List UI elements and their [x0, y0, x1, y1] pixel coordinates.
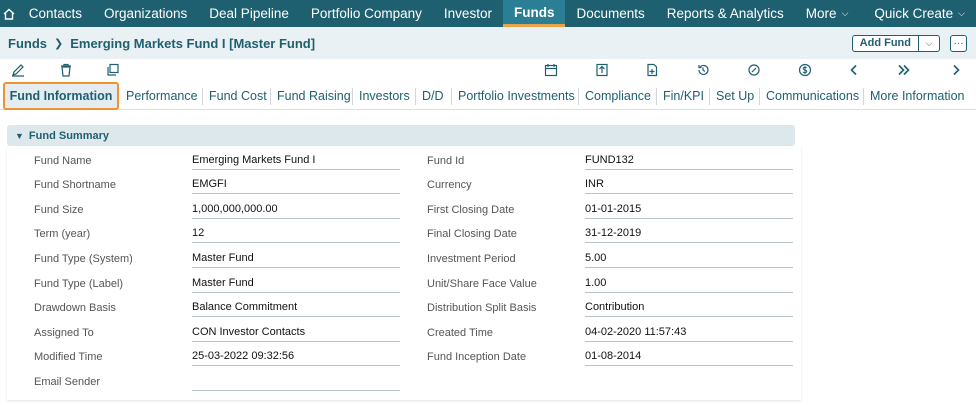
- tab-communications[interactable]: Communications: [759, 88, 865, 105]
- breadcrumb-root[interactable]: Funds: [8, 35, 47, 51]
- duplicate-icon[interactable]: [105, 62, 121, 78]
- tab-performance[interactable]: Performance: [126, 89, 198, 103]
- chevron-down-icon: ⌵: [841, 8, 849, 18]
- fast-forward-icon[interactable]: [896, 62, 912, 78]
- tab-portfolio-investments[interactable]: Portfolio Investments: [451, 88, 581, 105]
- export-icon[interactable]: [594, 62, 610, 78]
- add-fund-button[interactable]: Add Fund: [853, 36, 919, 51]
- add-document-icon[interactable]: [644, 62, 660, 78]
- nav-investor[interactable]: Investor: [443, 6, 492, 21]
- field-label: First Closing Date: [427, 204, 515, 216]
- top-navigation: Contacts Organizations Deal Pipeline Por…: [0, 0, 976, 27]
- home-icon[interactable]: [0, 0, 18, 27]
- tab-fin-kpi[interactable]: Fin/KPI: [656, 88, 710, 105]
- nav-documents[interactable]: Documents: [576, 6, 645, 21]
- field-label: Email Sender: [34, 376, 101, 388]
- nav-quick-create[interactable]: Quick Create ⌵: [863, 0, 976, 27]
- tab-fund-information[interactable]: Fund Information: [3, 82, 119, 110]
- fund-summary-panel: [7, 146, 801, 400]
- add-fund-dropdown[interactable]: ⌵: [919, 36, 939, 51]
- field-label: Term (year): [34, 228, 91, 240]
- fund-id-value: FUND132: [585, 153, 793, 170]
- nav-portfolio-company[interactable]: Portfolio Company: [310, 6, 422, 21]
- currency-value: INR: [585, 177, 793, 194]
- field-label: Fund Shortname: [34, 179, 116, 191]
- fund-size-value: 1,000,000,000.00: [192, 202, 400, 219]
- chevron-down-icon: ⌵: [925, 38, 933, 48]
- edit-icon[interactable]: [10, 62, 26, 78]
- field-label: Fund Name: [34, 155, 92, 167]
- created-time-value: 04-02-2020 11:57:43: [585, 325, 793, 342]
- chevron-right-icon: ❯: [54, 37, 64, 50]
- section-title: Fund Summary: [28, 129, 109, 142]
- page-title: Emerging Markets Fund I [Master Fund]: [70, 35, 316, 51]
- tab-investors[interactable]: Investors: [352, 88, 416, 105]
- tab-dd[interactable]: D/D: [415, 88, 450, 105]
- term-value: 12: [192, 226, 400, 243]
- assigned-to-value: CON Investor Contacts: [192, 325, 400, 342]
- nav-more-label: More: [805, 6, 837, 21]
- nav-reports-analytics[interactable]: Reports & Analytics: [666, 6, 784, 21]
- email-sender-value: [192, 374, 400, 391]
- tab-bar: Fund Information Performance Fund Cost F…: [0, 82, 976, 110]
- field-label: Unit/Share Face Value: [427, 278, 537, 290]
- final-closing-date-value: 31-12-2019: [585, 226, 793, 243]
- chevron-down-icon: ⌵: [958, 8, 965, 18]
- more-actions-button[interactable]: ···: [950, 35, 967, 52]
- fund-shortname-value: EMGFI: [192, 177, 400, 194]
- field-label: Currency: [427, 179, 472, 191]
- distribution-split-basis-value: Contribution: [585, 300, 793, 317]
- fund-name-value: Emerging Markets Fund I: [192, 153, 400, 170]
- next-icon[interactable]: [948, 62, 964, 78]
- tab-more-information[interactable]: More Information: [863, 88, 970, 105]
- add-fund-group: Add Fund ⌵: [851, 35, 940, 52]
- field-label: Fund Type (System): [34, 253, 133, 265]
- field-label: Fund Id: [427, 155, 465, 167]
- fund-summary-header[interactable]: ▼ Fund Summary: [7, 125, 795, 146]
- field-label: Fund Type (Label): [34, 278, 124, 290]
- tab-set-up[interactable]: Set Up: [709, 88, 760, 105]
- breadcrumb: Funds ❯ Emerging Markets Fund I [Master …: [0, 27, 976, 59]
- field-label: Distribution Split Basis: [427, 302, 537, 314]
- calendar-icon[interactable]: [543, 62, 559, 78]
- first-closing-date-value: 01-01-2015: [585, 202, 793, 219]
- tab-compliance[interactable]: Compliance: [578, 88, 657, 105]
- face-value-value: 1.00: [585, 276, 793, 293]
- chevron-down-icon: ▼: [15, 130, 24, 141]
- nav-quick-create-label: Quick Create: [874, 6, 954, 21]
- toolbar: [0, 59, 976, 81]
- history-icon[interactable]: [695, 62, 711, 78]
- sync-icon[interactable]: [746, 62, 762, 78]
- fund-type-label-value: Master Fund: [192, 276, 400, 293]
- nav-more[interactable]: More ⌵: [795, 0, 860, 27]
- delete-icon[interactable]: [58, 62, 74, 78]
- currency-icon[interactable]: [797, 62, 813, 78]
- nav-organizations[interactable]: Organizations: [104, 6, 188, 21]
- investment-period-value: 5.00: [585, 251, 793, 268]
- field-label: Modified Time: [34, 351, 103, 363]
- field-label: Fund Size: [34, 204, 84, 216]
- field-label: Assigned To: [34, 327, 94, 339]
- fund-type-system-value: Master Fund: [192, 251, 400, 268]
- nav-deal-pipeline[interactable]: Deal Pipeline: [209, 6, 289, 21]
- field-label: Created Time: [427, 327, 494, 339]
- tab-fund-raising[interactable]: Fund Raising: [270, 88, 357, 105]
- drawdown-basis-value: Balance Commitment: [192, 300, 400, 317]
- field-label: Investment Period: [427, 253, 516, 265]
- field-label: Fund Inception Date: [427, 351, 527, 363]
- field-label: Final Closing Date: [427, 228, 517, 240]
- fund-inception-date-value: 01-08-2014: [585, 349, 793, 366]
- modified-time-value: 25-03-2022 09:32:56: [192, 349, 400, 366]
- nav-funds[interactable]: Funds: [502, 0, 566, 27]
- field-label: Drawdown Basis: [34, 302, 116, 314]
- tab-fund-cost[interactable]: Fund Cost: [202, 88, 273, 105]
- nav-contacts[interactable]: Contacts: [28, 6, 82, 21]
- previous-icon[interactable]: [846, 62, 862, 78]
